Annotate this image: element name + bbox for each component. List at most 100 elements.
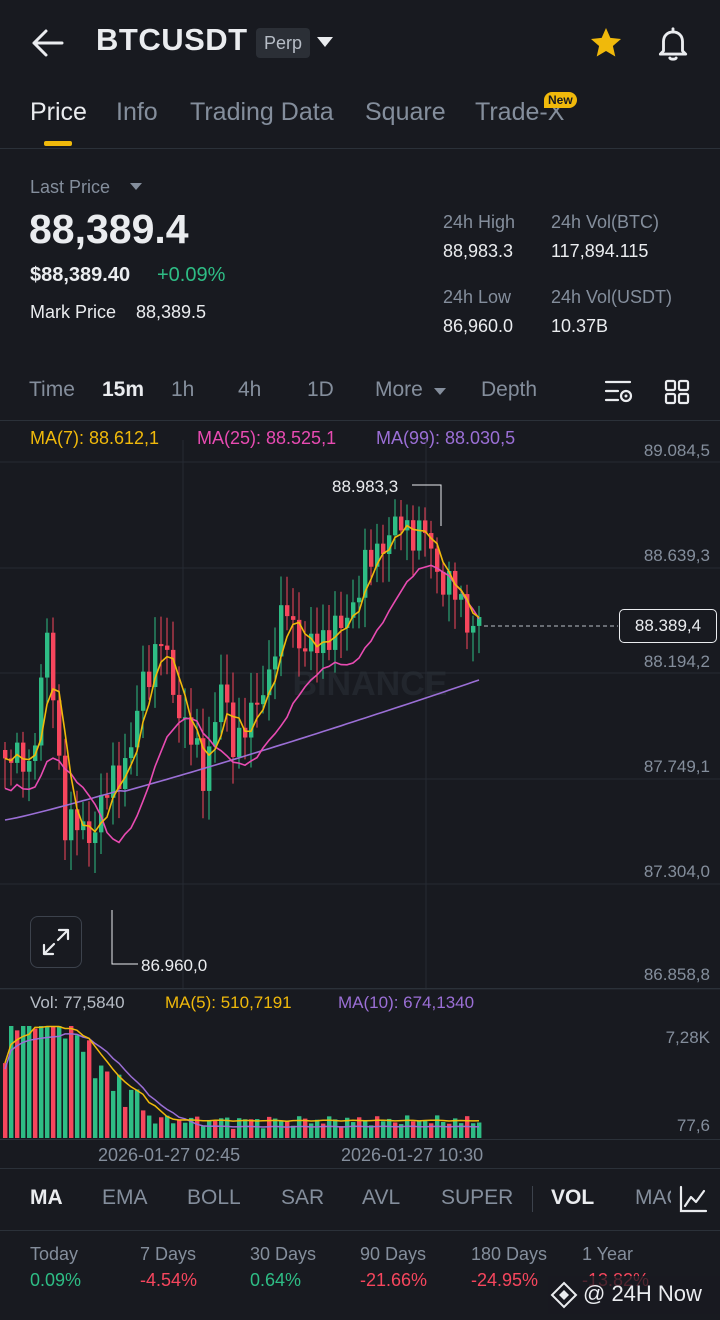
tab-square[interactable]: Square (365, 98, 446, 126)
stat-24h-high: 88,983.3 (443, 241, 514, 261)
timeframe-1d[interactable]: 1D (307, 378, 334, 401)
stat-24h-vol-usdt-label: 24h Vol(USDT) (551, 287, 673, 307)
active-tab-indicator (44, 141, 72, 146)
symbol-title[interactable]: BTCUSDT (96, 22, 248, 57)
perf-90d-value: -21.66% (360, 1270, 428, 1290)
timeframe-time[interactable]: Time (29, 378, 75, 401)
usd-value: $88,389.40 (30, 264, 131, 286)
chart-line-icon (679, 1185, 708, 1213)
timeframe-more[interactable]: More (375, 378, 423, 401)
volume-ma5-line (4, 1025, 480, 1122)
mark-price-label: Mark Price (30, 302, 117, 322)
more-caret-icon[interactable] (433, 387, 447, 396)
perf-1y-label: 1 Year (582, 1244, 634, 1264)
perf-7d-label: 7 Days (140, 1244, 197, 1264)
stat-24h-vol-btc-label: 24h Vol(BTC) (551, 212, 660, 232)
tab-info[interactable]: Info (116, 98, 158, 126)
binance-watermark: BINANCE (293, 665, 448, 703)
caret-down-icon[interactable] (129, 182, 143, 191)
ma25-line (4, 564, 480, 844)
stat-24h-vol-usdt: 10.37B (551, 316, 609, 336)
price-change: +0.09% (157, 264, 226, 286)
ma99-label: MA(99): 88.030,5 (376, 428, 516, 448)
contract-type-badge: Perp (256, 28, 311, 58)
price-axis-label: 87.304,0 (643, 862, 710, 881)
perf-180d-value: -24.95% (471, 1270, 539, 1290)
indicator-sar[interactable]: SAR (281, 1186, 325, 1209)
main-tabs: Price Info Trading Data Square Trade-X (0, 88, 720, 148)
new-badge: New (544, 92, 577, 108)
tab-trading-data[interactable]: Trading Data (190, 98, 334, 126)
low-marker-label: 86.960,0 (141, 956, 207, 975)
high-marker-line (412, 484, 442, 526)
diamond-logo-icon (550, 1281, 578, 1309)
time-axis-label: 2026-01-27 10:30 (341, 1145, 484, 1165)
chart-settings-icon[interactable] (604, 378, 634, 406)
ma25-label: MA(25): 88.525,1 (197, 428, 337, 448)
indicator-super[interactable]: SUPER (441, 1186, 514, 1209)
perf-today-value: 0.09% (30, 1270, 82, 1290)
price-axis-label: 88.639,3 (643, 546, 710, 565)
stat-24h-vol-btc: 117,894.115 (551, 241, 649, 261)
perf-180d-label: 180 Days (471, 1244, 548, 1264)
stat-24h-high-label: 24h High (443, 212, 516, 232)
fullscreen-button[interactable] (30, 916, 82, 968)
timeframe-1h[interactable]: 1h (171, 378, 195, 401)
price-axis-label: 89.084,5 (643, 441, 710, 460)
indicator-boll[interactable]: BOLL (187, 1186, 241, 1209)
price-axis-label: 87.749,1 (643, 757, 710, 776)
perf-7d-value: -4.54% (140, 1270, 198, 1290)
stat-24h-low-label: 24h Low (443, 287, 512, 307)
divider (0, 988, 720, 989)
stat-24h-low: 86,960.0 (443, 316, 514, 336)
time-axis-label: 2026-01-27 02:45 (98, 1145, 241, 1165)
ma99-line (4, 679, 480, 821)
timeframe-depth[interactable]: Depth (481, 378, 538, 401)
last-price-label[interactable]: Last Price (30, 177, 111, 197)
indicator-ma[interactable]: MA (30, 1186, 63, 1209)
volume-label: Vol: 77,5840 (30, 993, 125, 1012)
volume-axis-top: 7,28K (665, 1028, 710, 1047)
volume-ma10-label: MA(10): 674,1340 (338, 993, 475, 1012)
volume-ma5-label: MA(5): 510,7191 (165, 993, 292, 1012)
divider (0, 1168, 720, 1169)
ma7-line (4, 524, 480, 833)
indicator-settings-button[interactable] (672, 1176, 720, 1224)
price-axis-label: 86.858,8 (643, 965, 710, 984)
volume-axis-bottom: 77,6 (676, 1116, 710, 1135)
divider (0, 420, 720, 421)
bell-icon[interactable] (654, 24, 692, 62)
perf-today-label: Today (30, 1244, 79, 1264)
price-chart[interactable]: BINANCE 88.983,3 86.960,0 (0, 440, 720, 990)
indicator-ema[interactable]: EMA (102, 1186, 148, 1209)
price-axis-label: 88.194,2 (643, 652, 710, 671)
top-bar: BTCUSDT Perp (0, 0, 720, 88)
indicator-vol[interactable]: VOL (551, 1186, 595, 1209)
volume-ma10-line (4, 1033, 480, 1128)
timeframe-15m[interactable]: 15m (102, 378, 145, 401)
ma7-label: MA(7): 88.612,1 (30, 428, 160, 448)
divider (0, 148, 720, 149)
perf-90d-label: 90 Days (360, 1244, 427, 1264)
tab-price[interactable]: Price (30, 98, 87, 126)
footer-watermark: @ 24H Now (583, 1281, 702, 1306)
perf-30d-label: 30 Days (250, 1244, 317, 1264)
high-marker-label: 88.983,3 (332, 477, 398, 496)
timeframe-4h[interactable]: 4h (238, 378, 262, 401)
indicator-avl[interactable]: AVL (362, 1186, 401, 1209)
favorite-star-icon[interactable] (588, 25, 624, 61)
divider (0, 1230, 720, 1231)
volume-chart[interactable] (0, 1015, 720, 1140)
grid-layout-icon[interactable] (664, 379, 690, 405)
low-marker-line (111, 910, 138, 965)
last-price-value: 88,389.4 (29, 206, 189, 252)
indicator-separator (532, 1186, 533, 1212)
chevron-down-icon[interactable] (316, 36, 334, 48)
indicator-macd[interactable]: MAC (635, 1186, 671, 1209)
expand-icon (42, 928, 70, 956)
mark-price-value: 88,389.5 (136, 302, 207, 322)
divider (0, 1139, 720, 1140)
back-arrow-icon[interactable] (30, 28, 64, 58)
perf-30d-value: 0.64% (250, 1270, 302, 1290)
current-price-tag: 88.389,4 (619, 609, 717, 643)
